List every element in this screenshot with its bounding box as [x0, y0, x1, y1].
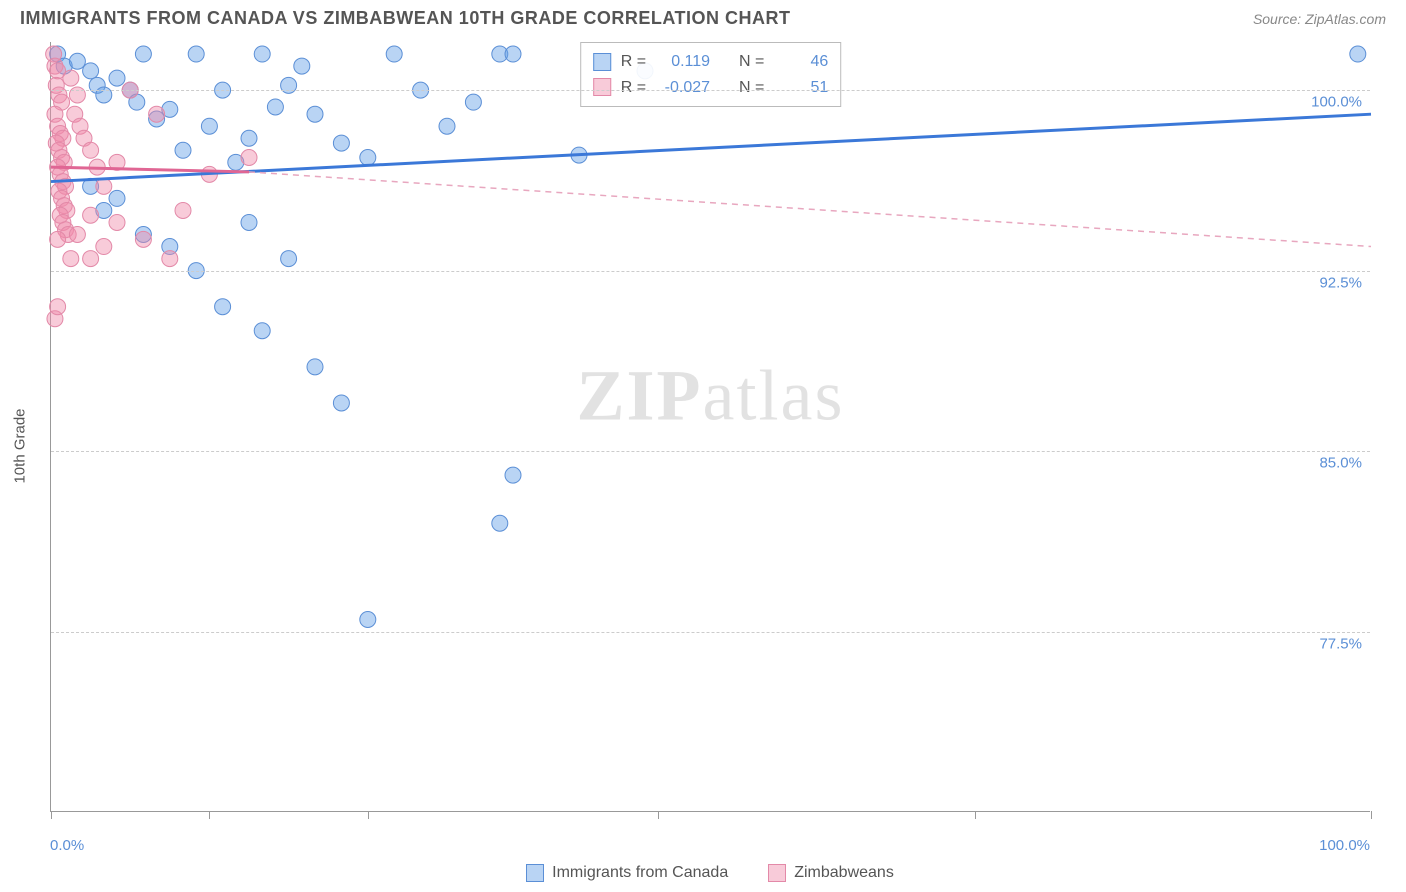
xtick — [1371, 811, 1372, 819]
ytick-label: 85.0% — [1319, 455, 1362, 472]
stats-row-blue: R = 0.119 N = 46 — [593, 49, 829, 75]
bottom-legend: Immigrants from Canada Zimbabweans — [50, 864, 1370, 882]
scatter-point — [188, 46, 204, 62]
chart-title: IMMIGRANTS FROM CANADA VS ZIMBABWEAN 10T… — [20, 8, 790, 29]
y-axis-label: 10th Grade — [12, 408, 29, 483]
gridline — [51, 451, 1370, 452]
scatter-point — [505, 467, 521, 483]
scatter-point — [109, 190, 125, 206]
regression-line — [51, 167, 249, 172]
scatter-point — [96, 239, 112, 255]
r-value-blue: 0.119 — [656, 49, 710, 75]
scatter-point — [83, 63, 99, 79]
n-label: N = — [739, 49, 764, 75]
scatter-point — [254, 46, 270, 62]
scatter-point — [281, 251, 297, 267]
scatter-point — [83, 207, 99, 223]
scatter-point — [109, 214, 125, 230]
scatter-point — [439, 118, 455, 134]
gridline — [51, 90, 1370, 91]
legend-item-canada: Immigrants from Canada — [526, 864, 728, 882]
scatter-point — [241, 130, 257, 146]
scatter-point — [50, 231, 66, 247]
chart-svg — [51, 42, 1370, 811]
scatter-point — [83, 251, 99, 267]
plot-area: ZIPatlas R = 0.119 N = 46 R = -0.027 N =… — [50, 42, 1370, 812]
scatter-point — [175, 142, 191, 158]
scatter-point — [307, 106, 323, 122]
legend-label-canada: Immigrants from Canada — [552, 864, 728, 882]
n-value-blue: 46 — [774, 49, 828, 75]
gridline — [51, 271, 1370, 272]
scatter-point — [201, 118, 217, 134]
scatter-point — [50, 299, 66, 315]
legend-label-zimbabwe: Zimbabweans — [794, 864, 894, 882]
r-value-pink: -0.027 — [656, 75, 710, 101]
scatter-point — [492, 515, 508, 531]
r-label: R = — [621, 49, 646, 75]
scatter-point — [109, 70, 125, 86]
xtick — [975, 811, 976, 819]
scatter-point — [267, 99, 283, 115]
stats-row-pink: R = -0.027 N = 51 — [593, 75, 829, 101]
scatter-point — [333, 395, 349, 411]
scatter-point — [69, 227, 85, 243]
scatter-point — [254, 323, 270, 339]
scatter-point — [175, 202, 191, 218]
scatter-point — [360, 612, 376, 628]
xtick — [209, 811, 210, 819]
gridline — [51, 632, 1370, 633]
scatter-point — [135, 46, 151, 62]
scatter-point — [63, 70, 79, 86]
x-axis-left-label: 0.0% — [50, 837, 84, 854]
legend-swatch-blue-icon — [526, 864, 544, 882]
stats-box: R = 0.119 N = 46 R = -0.027 N = 51 — [580, 42, 842, 107]
ytick-label: 100.0% — [1311, 94, 1362, 111]
legend-swatch-pink-icon — [768, 864, 786, 882]
scatter-point — [69, 53, 85, 69]
scatter-point — [294, 58, 310, 74]
scatter-point — [386, 46, 402, 62]
xtick — [51, 811, 52, 819]
xtick — [658, 811, 659, 819]
scatter-point — [215, 299, 231, 315]
scatter-point — [96, 178, 112, 194]
scatter-point — [135, 231, 151, 247]
plot-wrap: ZIPatlas R = 0.119 N = 46 R = -0.027 N =… — [50, 42, 1370, 812]
scatter-point — [360, 150, 376, 166]
scatter-point — [241, 214, 257, 230]
scatter-point — [333, 135, 349, 151]
regression-line — [249, 172, 1371, 247]
scatter-point — [241, 150, 257, 166]
ytick-label: 92.5% — [1319, 274, 1362, 291]
legend-item-zimbabwe: Zimbabweans — [768, 864, 894, 882]
scatter-point — [63, 251, 79, 267]
scatter-point — [465, 94, 481, 110]
scatter-point — [83, 142, 99, 158]
scatter-point — [505, 46, 521, 62]
swatch-blue-icon — [593, 53, 611, 71]
n-value-pink: 51 — [774, 75, 828, 101]
r-label-pink: R = — [621, 75, 646, 101]
ytick-label: 77.5% — [1319, 635, 1362, 652]
scatter-point — [149, 106, 165, 122]
scatter-point — [307, 359, 323, 375]
swatch-pink-icon — [593, 78, 611, 96]
n-label-pink: N = — [739, 75, 764, 101]
scatter-point — [162, 251, 178, 267]
source-label: Source: ZipAtlas.com — [1253, 11, 1386, 27]
scatter-point — [1350, 46, 1366, 62]
xtick — [368, 811, 369, 819]
x-axis-right-label: 100.0% — [1319, 837, 1370, 854]
